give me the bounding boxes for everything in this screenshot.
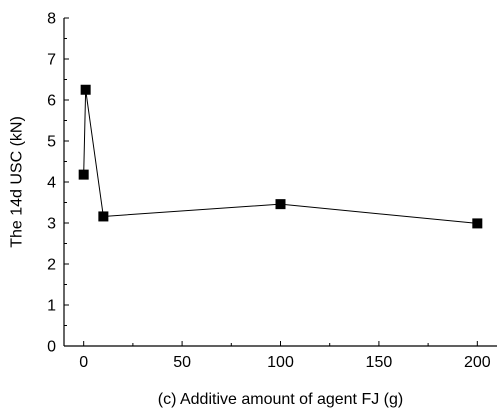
axes xyxy=(63,18,497,347)
x-axis-title: (c) Additive amount of agent FJ (g) xyxy=(158,391,403,408)
data-point xyxy=(98,211,109,222)
x-tick-label: 150 xyxy=(366,354,393,371)
y-tick-label: 8 xyxy=(47,11,56,28)
y-tick-label: 6 xyxy=(47,93,56,110)
y-axis-title: The 14d USC (kN) xyxy=(9,116,26,248)
data-point xyxy=(275,199,286,210)
y-tick-label: 4 xyxy=(47,175,56,192)
ticks: 0 1 2 3 4 5 6 7 8 0 50 100 150 200 xyxy=(47,11,491,372)
data-point xyxy=(78,169,89,180)
y-tick-label: 7 xyxy=(47,52,56,69)
y-tick-label: 0 xyxy=(47,339,56,356)
x-tick-label: 100 xyxy=(267,354,294,371)
data-point xyxy=(80,84,91,95)
x-tick-label: 0 xyxy=(79,354,88,371)
y-tick-label: 3 xyxy=(47,216,56,233)
series xyxy=(78,84,483,229)
y-tick-label: 1 xyxy=(47,298,56,315)
y-tick-label: 5 xyxy=(47,134,56,151)
data-point xyxy=(472,218,483,229)
x-tick-label: 50 xyxy=(173,354,191,371)
y-tick-label: 2 xyxy=(47,257,56,274)
x-tick-label: 200 xyxy=(464,354,491,371)
